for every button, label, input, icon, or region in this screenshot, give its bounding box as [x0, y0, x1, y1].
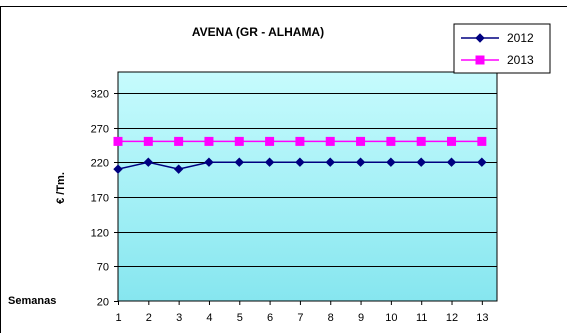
data-point-2012-8 [325, 157, 335, 167]
x-tick-label: 7 [297, 312, 303, 324]
data-point-2013-6 [265, 136, 275, 146]
data-point-2013-13 [477, 136, 487, 146]
data-point-2012-7 [295, 157, 305, 167]
data-point-2013-5 [234, 136, 244, 146]
data-point-2012-5 [234, 157, 244, 167]
x-tick-label: 10 [385, 312, 397, 324]
x-tick-label: 13 [476, 312, 488, 324]
data-point-2012-12 [446, 157, 457, 167]
data-point-2013-3 [174, 136, 184, 146]
legend-label: 2013 [507, 53, 534, 67]
x-tick-label: 3 [176, 312, 182, 324]
data-point-2013-10 [386, 136, 396, 146]
data-point-2012-11 [416, 157, 426, 167]
data-point-2013-12 [447, 136, 457, 146]
y-tick-label: 270 [91, 124, 109, 136]
series-group [113, 136, 487, 174]
x-axis-label: Semanas [8, 295, 56, 307]
data-point-2013-1 [113, 136, 123, 146]
x-tick-label: 9 [358, 312, 364, 324]
legend: 2012 2013 [453, 23, 551, 74]
x-axis-ticks: 1 2 3 4 5 6 7 8 9 10 11 12 13 [115, 301, 488, 324]
x-tick-label: 12 [446, 312, 458, 324]
y-tick-label: 20 [97, 297, 109, 309]
plot-area [117, 71, 498, 302]
legend-label: 2012 [507, 31, 534, 45]
y-tick-label: 170 [91, 193, 109, 205]
x-tick-label: 5 [237, 312, 243, 324]
legend-marker-2013 [475, 55, 485, 65]
data-point-2013-2 [143, 136, 153, 146]
data-point-2012-1 [113, 164, 123, 174]
data-point-2013-4 [204, 136, 214, 146]
x-tick-label: 11 [416, 312, 427, 324]
series-2013 [113, 136, 487, 146]
x-tick-label: 6 [267, 312, 273, 324]
x-tick-label: 4 [206, 312, 212, 324]
x-tick-label: 1 [115, 312, 121, 324]
y-axis-label: € /Tm. [55, 172, 67, 204]
data-point-2013-7 [295, 136, 305, 146]
data-point-2012-10 [386, 157, 396, 167]
legend-box [453, 23, 551, 74]
y-axis-ticks: 20 70 120 170 220 270 320 [91, 89, 118, 309]
data-point-2012-2 [143, 157, 154, 167]
data-point-2012-6 [264, 157, 275, 167]
data-point-2013-9 [356, 136, 366, 146]
data-point-2012-9 [355, 157, 366, 167]
legend-marker-2012 [475, 33, 485, 43]
data-point-2013-11 [416, 136, 426, 146]
y-tick-label: 120 [91, 228, 109, 240]
data-point-2012-3 [173, 164, 184, 174]
x-tick-label: 2 [146, 312, 152, 324]
data-point-2013-8 [325, 136, 335, 146]
data-point-2012-4 [204, 157, 214, 167]
series-2012 [113, 157, 487, 174]
y-tick-label: 220 [91, 158, 109, 170]
chart-title: AVENA (GR - ALHAMA) [192, 25, 324, 39]
data-point-2012-13 [477, 157, 487, 167]
x-tick-label: 8 [328, 312, 334, 324]
y-tick-label: 70 [97, 262, 109, 274]
y-tick-label: 320 [91, 89, 109, 101]
